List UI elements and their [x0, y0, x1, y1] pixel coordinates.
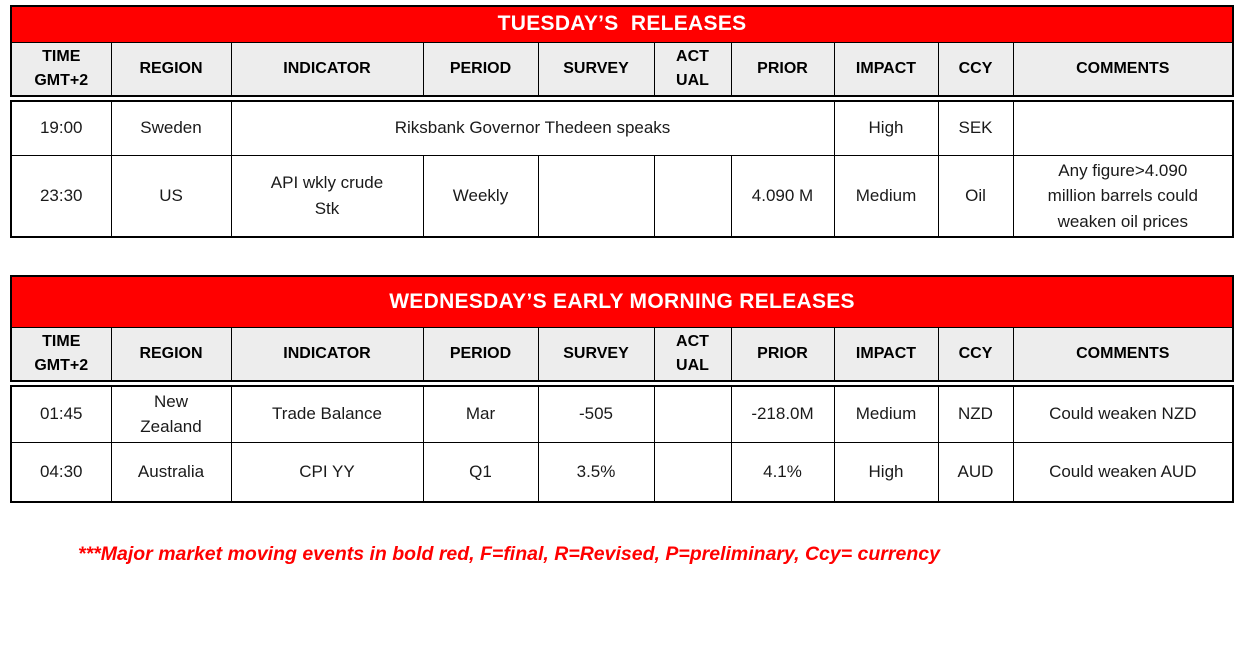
cell-comments: Could weaken AUD [1012, 441, 1234, 503]
col-header-indicator: INDICATOR [230, 326, 424, 387]
cell-impact: Medium [833, 382, 939, 443]
col-header-time: TIME GMT+2 [10, 41, 112, 102]
cell-indicator: CPI YY [230, 441, 424, 503]
cell-comments: Any figure>4.090 million barrels could w… [1012, 154, 1234, 238]
col-header-survey: SURVEY [537, 41, 655, 102]
cell-time: 04:30 [10, 441, 112, 503]
cell-actual [653, 382, 732, 443]
col-header-ccy: CCY [937, 326, 1014, 387]
cell-event-description: Riksbank Governor Thedeen speaks [230, 97, 835, 156]
table-row: 23:30 US API wkly crude Stk Weekly 4.090… [10, 154, 1234, 238]
cell-time: 01:45 [10, 382, 112, 443]
cell-time: 23:30 [10, 154, 112, 238]
cell-actual [653, 154, 732, 238]
cell-period: Q1 [422, 441, 539, 503]
cell-ccy: NZD [937, 382, 1014, 443]
table-row: 19:00 Sweden Riksbank Governor Thedeen s… [10, 97, 1234, 156]
col-header-survey: SURVEY [537, 326, 655, 387]
col-header-prior: PRIOR [730, 41, 835, 102]
cell-survey: 3.5% [537, 441, 655, 503]
cell-prior: 4.090 M [730, 154, 835, 238]
cell-ccy: SEK [937, 97, 1014, 156]
table-row: 04:30 Australia CPI YY Q1 3.5% 4.1% High… [10, 441, 1234, 503]
col-header-prior: PRIOR [730, 326, 835, 387]
cell-prior: 4.1% [730, 441, 835, 503]
wednesdays-releases-table: WEDNESDAY’S EARLY MORNING RELEASES TIME … [10, 275, 1235, 503]
cell-impact: Medium [833, 154, 939, 238]
cell-prior: -218.0M [730, 382, 835, 443]
cell-region: New Zealand [110, 382, 232, 443]
tuesdays-releases-table: TUESDAY’S RELEASES TIME GMT+2 REGION IND… [10, 5, 1235, 238]
col-header-comments: COMMENTS [1012, 41, 1234, 102]
cell-indicator: Trade Balance [230, 382, 424, 443]
col-header-indicator: INDICATOR [230, 41, 424, 102]
table-row: 01:45 New Zealand Trade Balance Mar -505… [10, 382, 1234, 443]
cell-impact: High [833, 97, 939, 156]
col-header-actual: ACT UAL [653, 326, 732, 387]
cell-ccy: AUD [937, 441, 1014, 503]
col-header-impact: IMPACT [833, 41, 939, 102]
col-header-region: REGION [110, 326, 232, 387]
footnote-legend: ***Major market moving events in bold re… [78, 543, 940, 565]
cell-survey [537, 154, 655, 238]
cell-region: Sweden [110, 97, 232, 156]
cell-actual [653, 441, 732, 503]
cell-region: Australia [110, 441, 232, 503]
cell-impact: High [833, 441, 939, 503]
cell-ccy: Oil [937, 154, 1014, 238]
cell-comments [1012, 97, 1234, 156]
table-title-tuesday: TUESDAY’S RELEASES [10, 5, 1234, 43]
cell-indicator: API wkly crude Stk [230, 154, 424, 238]
cell-comments: Could weaken NZD [1012, 382, 1234, 443]
col-header-actual: ACT UAL [653, 41, 732, 102]
col-header-ccy: CCY [937, 41, 1014, 102]
cell-time: 19:00 [10, 97, 112, 156]
col-header-impact: IMPACT [833, 326, 939, 387]
cell-period: Weekly [422, 154, 539, 238]
cell-period: Mar [422, 382, 539, 443]
col-header-period: PERIOD [422, 41, 539, 102]
col-header-time: TIME GMT+2 [10, 326, 112, 387]
cell-survey: -505 [537, 382, 655, 443]
table-title-wednesday: WEDNESDAY’S EARLY MORNING RELEASES [10, 275, 1234, 328]
col-header-region: REGION [110, 41, 232, 102]
col-header-period: PERIOD [422, 326, 539, 387]
col-header-comments: COMMENTS [1012, 326, 1234, 387]
cell-region: US [110, 154, 232, 238]
